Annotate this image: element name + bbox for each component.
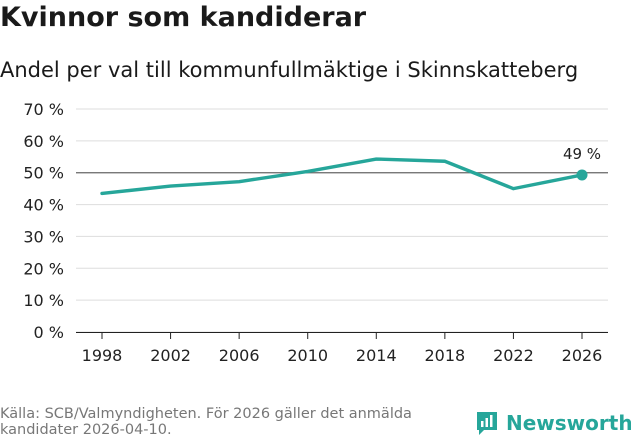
y-tick-label: 30 %: [23, 227, 64, 246]
y-tick-label: 10 %: [23, 291, 64, 310]
chart-subtitle: Andel per val till kommunfullmäktige i S…: [0, 58, 579, 82]
last-data-point: [576, 169, 588, 181]
newsworthy-logo-icon: [477, 412, 497, 435]
y-tick-label: 20 %: [23, 259, 64, 278]
x-tick-label: 2022: [493, 346, 534, 365]
source-note: Källa: SCB/Valmyndigheten. För 2026 gäll…: [0, 406, 412, 438]
chart-title: Kvinnor som kandiderar: [0, 2, 367, 33]
y-tick-label: 70 %: [23, 100, 64, 119]
x-tick-label: 2026: [562, 346, 603, 365]
x-tick-label: 2010: [287, 346, 328, 365]
x-tick-label: 2014: [356, 346, 397, 365]
x-tick-label: 2018: [424, 346, 465, 365]
brand-name: Newsworthy: [506, 411, 631, 435]
x-tick-label: 2002: [150, 346, 191, 365]
x-tick-label: 1998: [82, 346, 123, 365]
y-tick-label: 0 %: [34, 323, 64, 342]
last-point-label: 49 %: [563, 145, 601, 163]
brand[interactable]: Newsworthy: [475, 408, 631, 438]
y-tick-label: 60 %: [23, 132, 64, 151]
series-line: [100, 157, 584, 196]
y-tick-label: 40 %: [23, 196, 64, 215]
x-tick-label: 2006: [219, 346, 260, 365]
y-tick-label: 50 %: [23, 164, 64, 183]
